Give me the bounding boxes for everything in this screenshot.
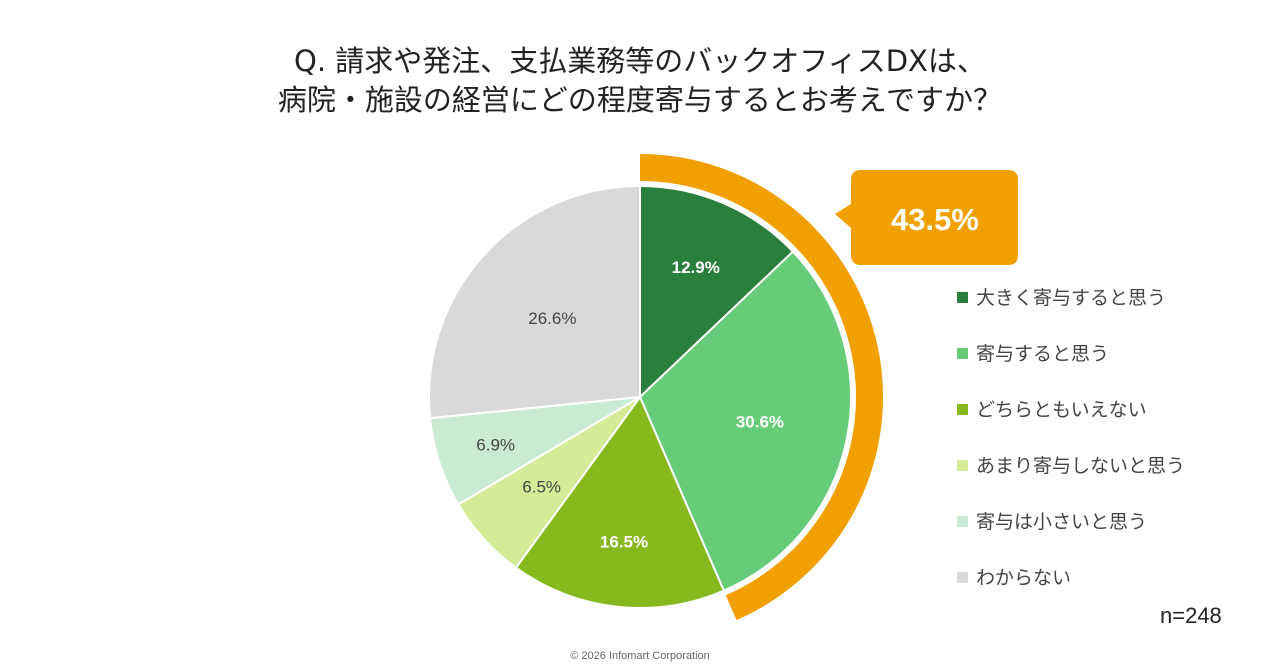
chart-title-line-1: Q. 請求や発注、支払業務等のバックオフィスDXは、 bbox=[294, 44, 986, 78]
pie-slice bbox=[514, 394, 726, 609]
slice-label: 30.6% bbox=[736, 412, 784, 431]
slice-label: 16.5% bbox=[600, 533, 648, 552]
legend-label: 大きく寄与すると思う bbox=[976, 287, 1167, 309]
legend-item: 寄与すると思う bbox=[957, 342, 1185, 398]
legend-swatch bbox=[957, 404, 968, 415]
legend-item: あまり寄与しないと思う bbox=[957, 454, 1185, 510]
callout-value: 43.5% bbox=[891, 202, 979, 237]
slice-label: 6.9% bbox=[476, 435, 515, 454]
legend-item: 大きく寄与すると思う bbox=[957, 286, 1185, 342]
pie-slice bbox=[638, 250, 852, 592]
copyright-footer: © 2026 Infomart Corporation bbox=[570, 650, 710, 662]
legend-label: 寄与は小さいと思う bbox=[976, 511, 1148, 533]
legend-label: どちらともいえない bbox=[976, 399, 1147, 421]
chart-title-line-2: 病院・施設の経営にどの程度寄与するとお考えですか？ bbox=[277, 83, 1003, 117]
legend-swatch bbox=[957, 516, 968, 527]
legend-swatch bbox=[957, 292, 968, 303]
legend-swatch bbox=[957, 348, 968, 359]
sample-size: n=248 bbox=[1160, 603, 1222, 628]
slice-label: 26.6% bbox=[528, 309, 576, 328]
legend-label: 寄与すると思う bbox=[976, 343, 1110, 365]
legend: 大きく寄与すると思う 寄与すると思うどちらともいえないあまり寄与しないと思う 寄与は… bbox=[957, 286, 1185, 622]
pie-slice bbox=[428, 184, 641, 420]
slice-label: 6.5% bbox=[522, 477, 561, 496]
legend-swatch bbox=[957, 572, 968, 583]
highlight-arc bbox=[640, 154, 884, 621]
slice-label: 12.9% bbox=[672, 258, 720, 277]
callout-box bbox=[835, 170, 1018, 265]
legend-item: どちらともいえない bbox=[957, 398, 1185, 454]
legend-item: 寄与は小さいと思う bbox=[957, 510, 1185, 566]
legend-label: あまり寄与しないと思う bbox=[976, 455, 1186, 477]
legend-item: わからない bbox=[957, 566, 1185, 622]
pie-slice bbox=[639, 184, 795, 400]
legend-swatch bbox=[957, 460, 968, 471]
legend-label: わからない bbox=[976, 567, 1072, 589]
